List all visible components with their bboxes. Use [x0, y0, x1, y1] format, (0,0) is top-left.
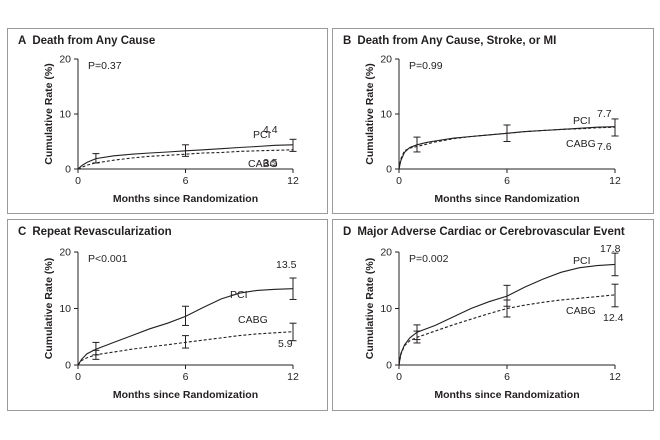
pci-end-value-label: 7.7 — [597, 108, 612, 120]
cabg-series-label: CABG — [238, 314, 268, 326]
x-axis-label: Months since Randomization — [113, 193, 258, 205]
y-tick-label: 10 — [59, 109, 71, 121]
y-tick-label: 20 — [59, 54, 71, 66]
y-axis-label: Cumulative Rate (%) — [364, 63, 376, 165]
panel-title: A Death from Any Cause — [18, 35, 155, 47]
panel-title: C Repeat Revascularization — [18, 226, 172, 238]
pci-series-label: PCI — [253, 129, 271, 141]
y-tick-label: 0 — [386, 164, 392, 176]
cabg-line — [398, 294, 616, 366]
x-axis-label: Months since Randomization — [434, 389, 579, 401]
x-tick-label: 6 — [504, 175, 510, 187]
p-value: P=0.99 — [409, 60, 443, 72]
x-tick-label: 12 — [609, 371, 621, 383]
x-axis-label: Months since Randomization — [434, 193, 579, 205]
x-tick-label: 6 — [504, 371, 510, 383]
pci-line — [77, 288, 294, 366]
pci-end-value-label: 13.5 — [276, 259, 297, 271]
panel-letter: B — [343, 35, 352, 47]
panel-title-text: Death from Any Cause — [32, 35, 156, 47]
y-axis-label: Cumulative Rate (%) — [43, 258, 55, 360]
y-tick-label: 10 — [59, 303, 71, 315]
cabg-line — [77, 331, 294, 366]
x-tick-label: 12 — [287, 371, 299, 383]
cabg-end-value-label: 7.6 — [597, 141, 612, 153]
cabg-end-value-label: 3.5 — [263, 157, 278, 169]
pci-end-value-label: 17.8 — [600, 243, 621, 255]
pci-series-label: PCI — [573, 115, 591, 127]
y-tick-label: 20 — [380, 54, 392, 66]
pci-line — [77, 144, 294, 170]
x-tick-label: 6 — [183, 371, 189, 383]
y-tick-label: 20 — [59, 247, 71, 259]
panel-letter: A — [18, 35, 27, 47]
x-tick-label: 0 — [75, 371, 81, 383]
y-tick-label: 0 — [65, 360, 71, 372]
panel-letter: D — [343, 226, 352, 238]
pci-series-label: PCI — [573, 255, 591, 267]
y-tick-label: 10 — [380, 109, 392, 121]
x-tick-label: 12 — [609, 175, 621, 187]
pci-line — [398, 263, 616, 366]
y-tick-label: 0 — [65, 164, 71, 176]
x-tick-label: 0 — [396, 175, 402, 187]
chart-b: 0 10 20 0 6 12 Cumulative Rate (%) Months since… — [364, 54, 621, 206]
panel-c: C Repeat Revascularization 0 10 20 0 6 12 Cumul… — [7, 219, 328, 411]
x-axis-label: Months since Randomization — [113, 389, 258, 401]
y-tick-label: 20 — [380, 247, 392, 259]
cabg-line — [398, 126, 616, 170]
panel-letter: C — [18, 226, 27, 238]
cabg-end-value-label: 5.9 — [278, 338, 293, 350]
cabg-series-label: CABG — [248, 158, 278, 170]
cabg-line — [77, 149, 294, 170]
panel-b: B Death from Any Cause, Stroke, or MI 0 10… — [332, 28, 654, 214]
x-tick-label: 6 — [183, 175, 189, 187]
chart-d: 0 10 20 0 6 12 Cumulative Rate (%) Months since… — [364, 243, 624, 401]
cabg-series-label: CABG — [566, 305, 596, 317]
x-tick-label: 12 — [287, 175, 299, 187]
p-value: P=0.37 — [88, 60, 122, 72]
cabg-end-value-label: 12.4 — [603, 312, 624, 324]
pci-series-label: PCI — [230, 289, 248, 301]
y-tick-label: 10 — [380, 303, 392, 315]
chart-c: 0 10 20 0 6 12 Cumulative Rate (%) Months since… — [43, 247, 299, 402]
x-tick-label: 0 — [396, 371, 402, 383]
panel-title-text: Repeat Revascularization — [32, 226, 172, 238]
panel-title: D Major Adverse Cardiac or Cerebrovascula… — [343, 226, 625, 238]
p-value: P=0.002 — [409, 253, 449, 265]
y-tick-label: 0 — [386, 360, 392, 372]
x-tick-label: 0 — [75, 175, 81, 187]
chart-a: 0 10 20 0 6 12 Cumulative Rate (%) Months since… — [43, 54, 299, 206]
panel-title: B Death from Any Cause, Stroke, or MI — [343, 35, 556, 47]
panel-d: D Major Adverse Cardiac or Cerebrovascula… — [332, 219, 654, 411]
panel-title-text: Major Adverse Cardiac or Cerebrovascular… — [357, 226, 625, 238]
y-axis-label: Cumulative Rate (%) — [364, 258, 376, 360]
cabg-series-label: CABG — [566, 138, 596, 150]
y-axis-label: Cumulative Rate (%) — [43, 63, 55, 165]
panel-title-text: Death from Any Cause, Stroke, or MI — [357, 35, 557, 47]
pci-end-value-label: 4.4 — [263, 124, 278, 136]
p-value: P<0.001 — [88, 253, 128, 265]
panel-a: A Death from Any Cause 0 10 20 0 6 12 Cumulativ… — [7, 28, 328, 214]
